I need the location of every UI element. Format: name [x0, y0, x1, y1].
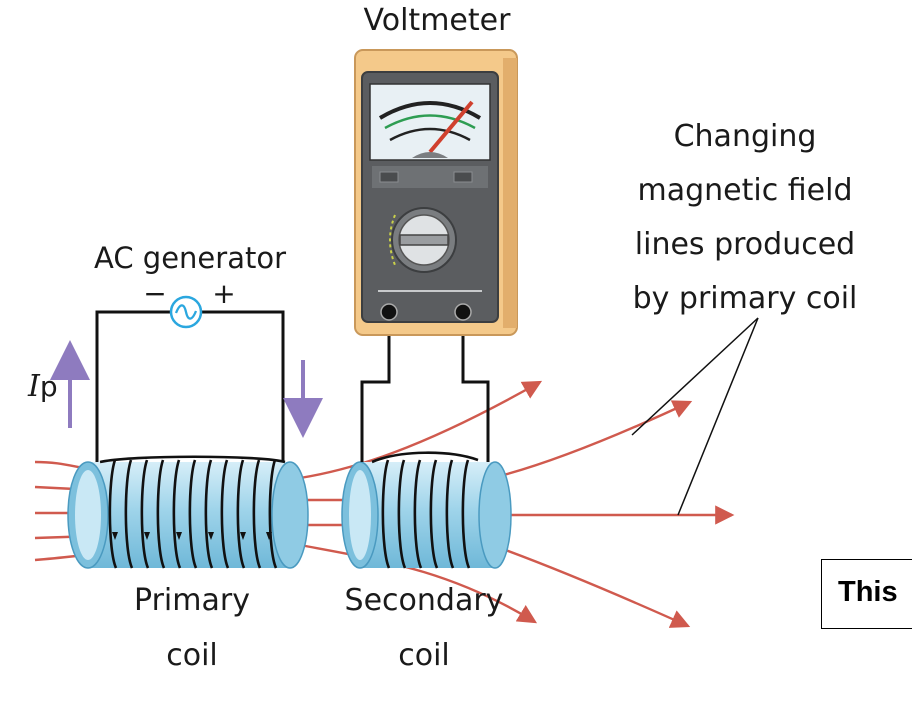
current-subscript: p — [40, 370, 58, 403]
ac-generator-label: AC generator — [94, 241, 286, 275]
ac-sine-source-icon — [169, 295, 203, 329]
leader-lines — [631, 317, 759, 516]
primary-windings — [99, 455, 286, 569]
voltmeter-label: Voltmeter — [364, 3, 512, 38]
current-label: Ip — [27, 369, 58, 404]
note-box: This — [821, 559, 912, 629]
plus-terminal-sign: + — [212, 277, 235, 310]
analog-voltmeter-icon — [354, 49, 518, 336]
secondary-coil-label-line-2: coil — [398, 638, 450, 673]
field-label-line-4: by primary coil — [633, 281, 858, 316]
primary-coil — [67, 455, 309, 569]
field-label-line-2: magnetic field — [638, 173, 853, 208]
primary-coil-label-line-1: Primary — [134, 583, 250, 618]
secondary-circuit-wires — [360, 312, 490, 462]
secondary-coil-label-line-1: Secondary — [345, 583, 504, 618]
field-label-line-3: lines produced — [635, 227, 855, 262]
primary-circuit-wires — [95, 310, 285, 462]
current-symbol: I — [27, 369, 41, 404]
primary-coil-label-line-2: coil — [166, 638, 218, 673]
field-label-line-1: Changing — [674, 119, 817, 154]
minus-terminal-sign: − — [143, 277, 166, 310]
secondary-windings — [371, 451, 479, 569]
note-text: This — [838, 576, 898, 608]
secondary-coil — [341, 451, 512, 569]
